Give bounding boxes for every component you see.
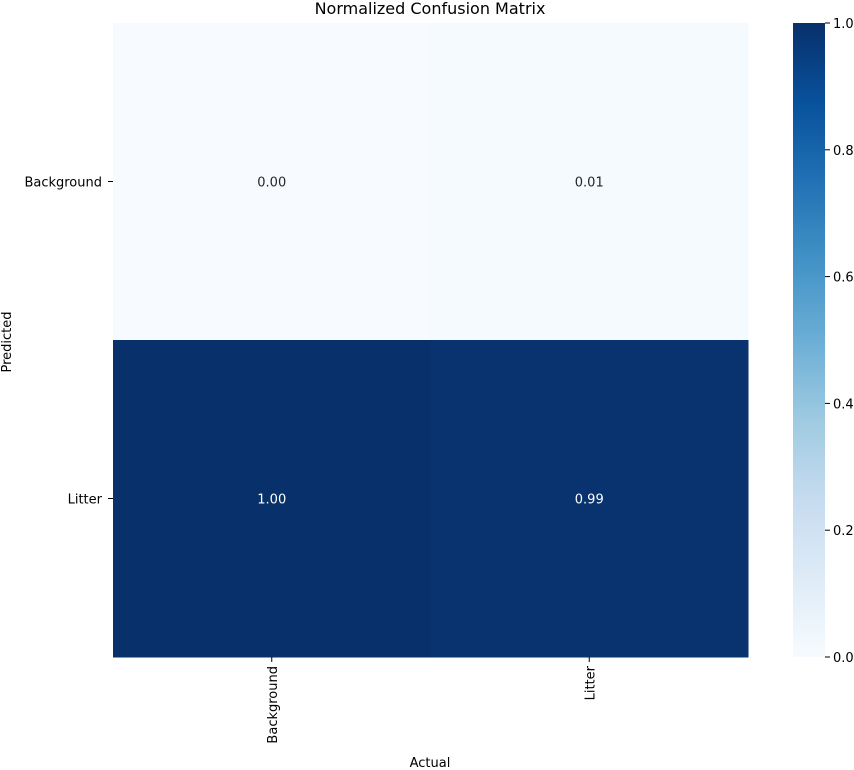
x-axis-label: Actual bbox=[410, 756, 451, 770]
colorbar-tick-label: 0.2 bbox=[833, 524, 854, 539]
colorbar-axis: 0.0 0.2 0.4 0.6 0.8 1.0 bbox=[825, 17, 854, 666]
y-tick-label: Background bbox=[24, 176, 102, 191]
y-axis-label: Predicted bbox=[0, 311, 15, 372]
cell-value-label: 1.00 bbox=[257, 493, 286, 508]
x-axis: Background Litter bbox=[266, 657, 598, 744]
colorbar-tick-label: 0.4 bbox=[833, 397, 854, 412]
colorbar-tick-label: 0.8 bbox=[833, 144, 854, 159]
colorbar-tick-label: 0.6 bbox=[833, 271, 854, 286]
cell-value-label: 0.01 bbox=[575, 176, 604, 191]
cell-value-label: 0.00 bbox=[257, 176, 286, 191]
heatmap-cells bbox=[113, 23, 749, 658]
colorbar-gradient bbox=[793, 23, 825, 657]
heatmap-cell bbox=[113, 340, 431, 658]
colorbar-tick-label: 0.0 bbox=[833, 651, 854, 666]
x-tick-label: Background bbox=[266, 666, 281, 744]
heatmap-cell bbox=[430, 23, 749, 341]
heatmap-cell bbox=[430, 340, 749, 658]
colorbar bbox=[793, 23, 825, 657]
chart-title: Normalized Confusion Matrix bbox=[315, 0, 546, 18]
cell-value-label: 0.99 bbox=[575, 493, 604, 508]
x-tick-label: Litter bbox=[583, 665, 598, 700]
colorbar-tick-label: 1.0 bbox=[833, 17, 854, 32]
heatmap-cell bbox=[113, 23, 431, 341]
y-axis: Background Litter bbox=[24, 176, 113, 508]
y-tick-label: Litter bbox=[68, 493, 103, 508]
heatmap-cell-labels: 0.00 0.01 1.00 0.99 bbox=[257, 176, 603, 508]
